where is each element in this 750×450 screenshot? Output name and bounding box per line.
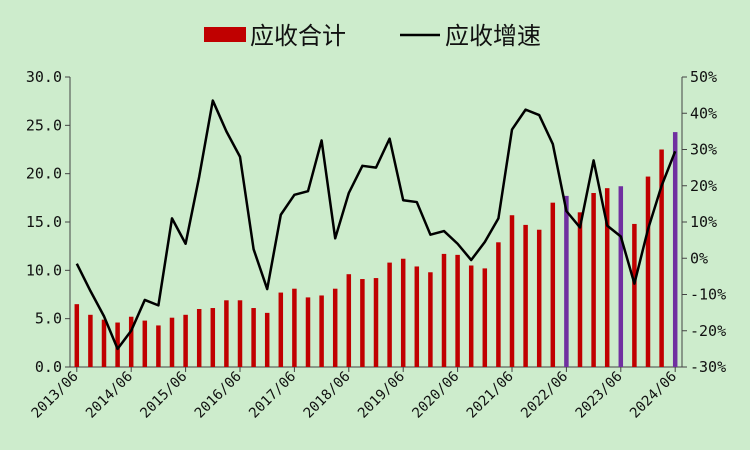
bar [74,304,80,367]
y2-tick-label: 30% [690,141,717,159]
x-tick-label: 2020/06 [409,369,462,422]
y2-tick-label: -20% [690,322,726,340]
x-tick-label: 2017/06 [246,369,299,422]
y2-tick-label: 20% [690,177,717,195]
legend-swatch-bar [204,27,246,42]
bar [441,253,447,367]
bar [400,258,406,367]
bar [550,202,556,367]
bar [346,274,352,367]
x-tick-label: 2013/06 [29,369,82,422]
y-tick-label: 20.0 [26,165,62,183]
bar [414,266,420,367]
bar [632,223,637,367]
bar [88,314,93,367]
bar-series [74,132,678,367]
bar [264,312,270,367]
bar [387,262,392,367]
bar [210,308,216,367]
bar [183,314,188,367]
bar-highlight [618,186,624,367]
y2-tick-label: 0% [690,249,708,267]
x-tick-label: 2016/06 [192,369,245,422]
bar [468,265,474,367]
x-tick-label: 2018/06 [301,369,354,422]
bar [360,279,365,367]
legend: 应收合计 应收增速 [204,22,541,50]
y-tick-label: 10.0 [26,261,62,279]
x-tick-label: 2015/06 [137,369,190,422]
y-tick-label: 15.0 [26,213,62,231]
bar [278,292,284,367]
x-tick-label: 2022/06 [518,369,571,422]
bar [237,300,243,367]
y2-tick-label: -10% [690,286,726,304]
y2-tick-label: 40% [690,104,717,122]
bar [142,320,148,367]
legend-label-bar: 应收合计 [250,22,346,50]
x-axis-ticks: 2013/06 2014/06 2015/06 2016/06 2017/06 2018/… [29,367,680,422]
bar [332,288,338,367]
y-tick-label: 5.0 [35,310,62,328]
bar [196,309,202,367]
legend-label-line: 应收增速 [445,22,541,50]
bar [292,288,297,367]
bar [509,215,515,367]
bar [305,297,311,367]
x-tick-label: 2023/06 [573,369,626,422]
y-axis-ticks: 0.0 5.0 10.0 15.0 20.0 25.0 30.0 [26,68,70,376]
bar [536,229,542,367]
bar [373,278,379,367]
y2-axis-ticks: -30% -20% -10% 0% 10% 20% 30% 40% 50% [682,68,726,376]
bar [428,272,433,367]
bar [523,224,528,367]
bar-highlight [564,195,569,367]
x-tick-label: 2019/06 [355,369,408,422]
y2-tick-label: 10% [690,213,717,231]
bar [169,317,175,367]
bar-highlight [672,132,678,367]
y-tick-label: 0.0 [35,358,62,376]
bar [496,242,501,367]
growth-line [75,99,677,351]
bar [128,316,134,367]
y2-tick-label: -30% [690,358,726,376]
bar [604,188,610,367]
line-series [75,99,677,351]
bar [482,268,488,367]
bar [591,193,596,367]
bar [645,176,651,367]
bar [659,149,664,367]
bar [319,295,324,367]
bar [577,212,583,367]
bar [455,254,460,367]
x-tick-label: 2024/06 [627,369,680,422]
bar [156,325,161,367]
y-tick-label: 25.0 [26,116,62,134]
x-tick-label: 2014/06 [83,369,136,422]
bar [101,319,107,367]
y2-tick-label: 50% [690,68,717,86]
bar [224,300,229,367]
y-tick-label: 30.0 [26,68,62,86]
bar [115,322,120,367]
x-tick-label: 2021/06 [464,369,517,422]
bar [251,308,256,367]
